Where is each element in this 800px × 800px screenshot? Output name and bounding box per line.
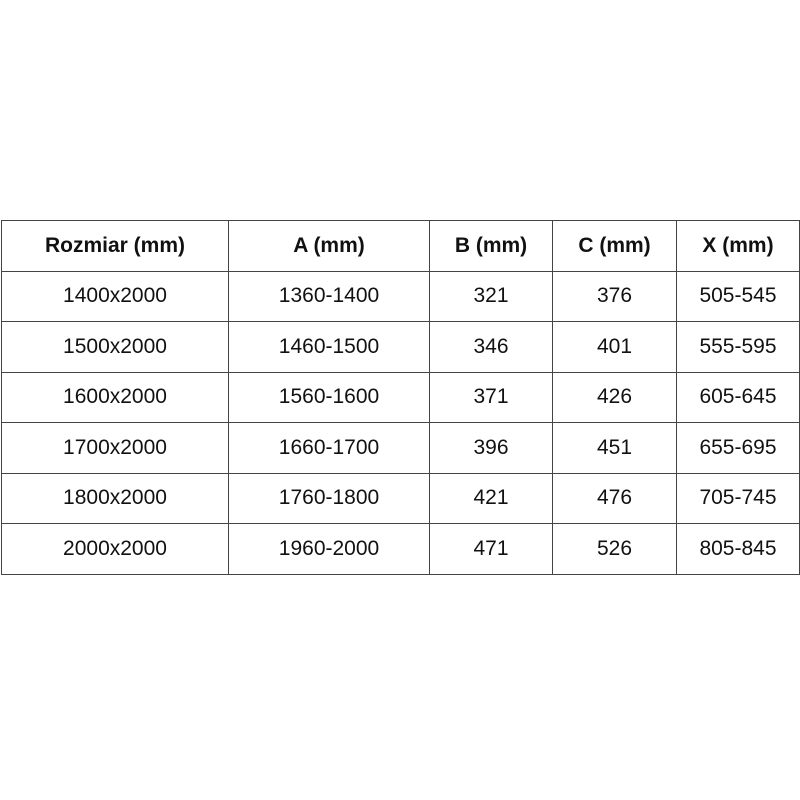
cell-size: 1700x2000: [1, 422, 229, 474]
cell-c: 526: [552, 523, 677, 575]
cell-a: 1360-1400: [228, 270, 430, 322]
cell-b: 471: [429, 523, 553, 575]
cell-size: 1800x2000: [1, 472, 229, 524]
header-x: X (mm): [676, 220, 800, 272]
cell-a: 1960-2000: [228, 523, 430, 575]
cell-b: 346: [429, 321, 553, 373]
cell-b: 321: [429, 270, 553, 322]
cell-b: 371: [429, 371, 553, 423]
cell-c: 426: [552, 371, 677, 423]
cell-a: 1460-1500: [228, 321, 430, 373]
table-row: 1400x2000 1360-1400 321 376 505-545: [1, 270, 800, 322]
table-row: 1700x2000 1660-1700 396 451 655-695: [1, 422, 800, 474]
cell-a: 1560-1600: [228, 371, 430, 423]
header-b: B (mm): [429, 220, 553, 272]
cell-c: 376: [552, 270, 677, 322]
cell-x: 705-745: [676, 472, 800, 524]
dimensions-table: Rozmiar (mm) A (mm) B (mm) C (mm) X (mm)…: [1, 220, 800, 575]
header-row: Rozmiar (mm) A (mm) B (mm) C (mm) X (mm): [1, 220, 800, 272]
cell-b: 396: [429, 422, 553, 474]
header-a: A (mm): [228, 220, 430, 272]
table-row: 1600x2000 1560-1600 371 426 605-645: [1, 371, 800, 423]
cell-x: 805-845: [676, 523, 800, 575]
cell-a: 1660-1700: [228, 422, 430, 474]
cell-size: 2000x2000: [1, 523, 229, 575]
cell-x: 655-695: [676, 422, 800, 474]
cell-c: 401: [552, 321, 677, 373]
cell-size: 1600x2000: [1, 371, 229, 423]
cell-size: 1500x2000: [1, 321, 229, 373]
cell-c: 476: [552, 472, 677, 524]
cell-c: 451: [552, 422, 677, 474]
cell-b: 421: [429, 472, 553, 524]
table-row: 1500x2000 1460-1500 346 401 555-595: [1, 321, 800, 373]
cell-x: 605-645: [676, 371, 800, 423]
cell-x: 555-595: [676, 321, 800, 373]
table-row: 2000x2000 1960-2000 471 526 805-845: [1, 523, 800, 575]
header-size: Rozmiar (mm): [1, 220, 229, 272]
cell-x: 505-545: [676, 270, 800, 322]
cell-a: 1760-1800: [228, 472, 430, 524]
table-row: 1800x2000 1760-1800 421 476 705-745: [1, 472, 800, 524]
cell-size: 1400x2000: [1, 270, 229, 322]
header-c: C (mm): [552, 220, 677, 272]
